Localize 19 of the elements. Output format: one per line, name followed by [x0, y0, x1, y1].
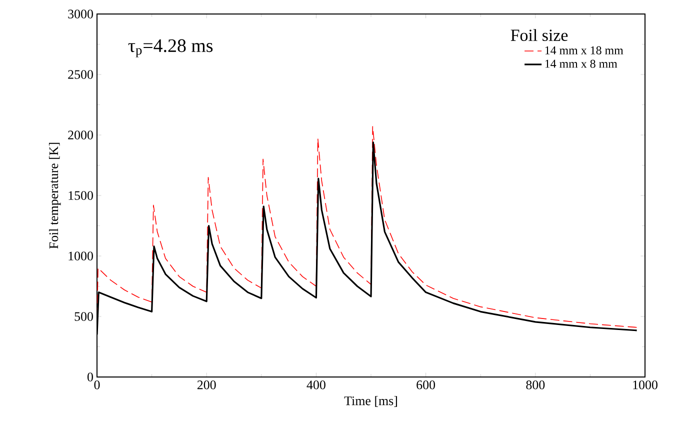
legend-title: Foil size — [510, 29, 568, 41]
x-tick-label: 400 — [306, 380, 326, 390]
legend-label: 14 mm x 8 mm — [545, 60, 618, 68]
x-tick-label: 200 — [197, 380, 216, 390]
y-tick-label: 2000 — [68, 130, 93, 140]
y-tick-label: 3000 — [68, 10, 93, 18]
y-tick-label: 1000 — [68, 252, 93, 260]
x-tick-label: 1000 — [633, 380, 658, 390]
annotation: τ$_{p}$=4.28 ms — [128, 39, 213, 58]
x-tick-label: 0 — [94, 380, 100, 390]
y-tick-label: 0 — [88, 372, 93, 382]
x-tick-label: 800 — [526, 380, 545, 390]
y-tick-label: 500 — [74, 312, 93, 321]
y-axis-title: Foil temperature [K] — [48, 142, 61, 249]
x-tick-label: 600 — [416, 380, 436, 390]
y-tick-label: 2500 — [68, 70, 93, 79]
legend-label: 14 mm x 18 mm — [545, 46, 624, 54]
x-axis-title: Time [ms] — [344, 396, 397, 407]
y-tick-label: 1500 — [68, 191, 93, 200]
